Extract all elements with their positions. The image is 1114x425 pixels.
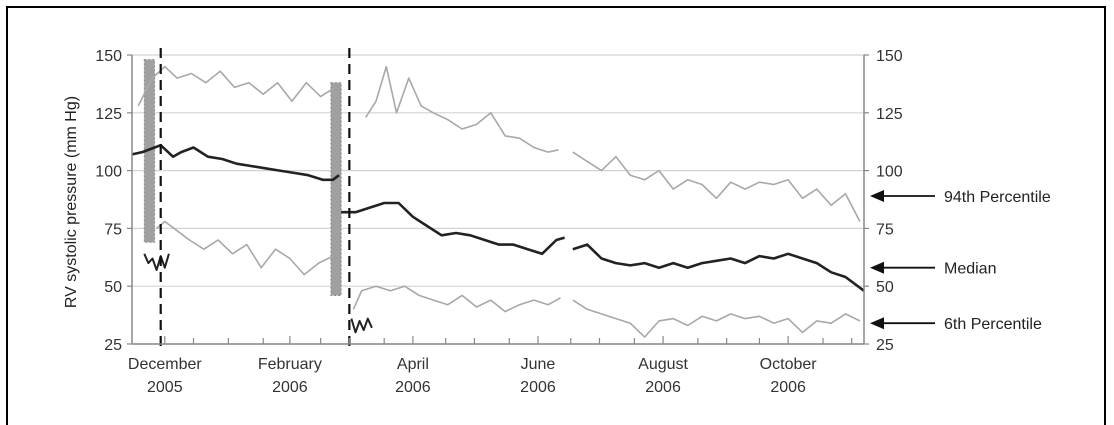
- grid-lines: [132, 54, 864, 345]
- measurement-trace-1: [350, 317, 373, 334]
- x-tick-label-year-3: 2006: [520, 379, 556, 396]
- x-tick-label-year-4: 2006: [645, 379, 681, 396]
- x-tick-label-month-4: August: [638, 356, 688, 373]
- left-tick-label-50: 50: [104, 279, 122, 296]
- right-tick-label-150: 150: [876, 48, 903, 65]
- shaded-band-1: [330, 82, 342, 296]
- shaded-bands: [143, 59, 342, 296]
- left-tick-label-150: 150: [95, 48, 122, 65]
- left-tick-label-125: 125: [95, 106, 122, 123]
- series-group: [131, 65, 865, 338]
- x-tick-label-month-1: February: [258, 356, 322, 373]
- series-median-segment-0: [131, 143, 340, 182]
- x-tick-label-month-3: June: [521, 356, 556, 373]
- figure-frame: [6, 6, 1106, 425]
- annotation-label-1: Median: [944, 261, 996, 278]
- series-94th-percentile-segment-2: [572, 151, 861, 222]
- annotation-arrowhead-2: [870, 317, 884, 330]
- right-tick-label-50: 50: [876, 279, 894, 296]
- x-tick-label-month-5: October: [760, 356, 818, 373]
- annotation-label-2: 6th Percentile: [944, 316, 1042, 333]
- series-6th-percentile-segment-0: [156, 220, 334, 276]
- measurement-trace-0: [143, 253, 170, 271]
- shaded-band-0: [143, 59, 156, 243]
- right-tick-label-100: 100: [876, 164, 903, 181]
- right-tick-label-125: 125: [876, 106, 903, 123]
- tick-labels: 25 50 75 100 125 150 25 50 75 100 125 150 December 20…: [95, 48, 903, 396]
- left-tick-label-25: 25: [104, 337, 122, 354]
- x-tick-label-month-2: April: [397, 356, 429, 373]
- series-94th-percentile-segment-0: [137, 65, 336, 107]
- series-94th-percentile-segment-1: [365, 65, 559, 153]
- x-tick-label-year-1: 2006: [272, 379, 308, 396]
- annotation-arrowhead-1: [870, 261, 884, 274]
- series-6th-percentile-segment-1: [352, 285, 561, 313]
- annotation-label-0: 94th Percentile: [944, 189, 1051, 206]
- x-tick-label-year-0: 2005: [147, 379, 183, 396]
- x-tick-label-year-2: 2006: [395, 379, 431, 396]
- series-median-segment-1: [341, 201, 565, 256]
- series-median-segment-2: [572, 243, 865, 292]
- left-tick-label-100: 100: [95, 164, 122, 181]
- x-tick-label-year-5: 2006: [770, 379, 806, 396]
- series-6th-percentile-segment-2: [572, 299, 861, 338]
- left-tick-label-75: 75: [104, 221, 122, 238]
- x-tick-label-month-0: December: [128, 356, 202, 373]
- annotations-group: 94th Percentile Median 6th Percentile: [870, 189, 1051, 333]
- event-lines: [159, 48, 351, 352]
- right-tick-label-25: 25: [876, 337, 894, 354]
- y-axis-label: RV systolic pressure (mm Hg): [63, 96, 80, 308]
- axes-group: [127, 54, 869, 345]
- right-tick-label-75: 75: [876, 221, 894, 238]
- annotation-arrowhead-0: [870, 190, 884, 203]
